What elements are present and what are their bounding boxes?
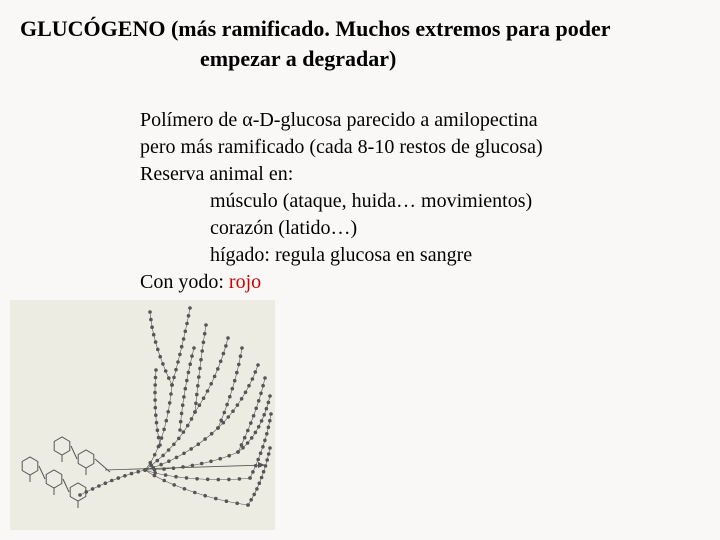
body-line7: Con yodo: rojo [140, 269, 700, 296]
body-l1a: Polímero de [140, 109, 242, 131]
body-line2: pero más ramificado (cada 8-10 restos de… [140, 134, 700, 161]
glycogen-svg [10, 300, 275, 530]
body-line4: músculo (ataque, huida… movimientos) [140, 188, 700, 215]
body-text: Polímero de α-D-glucosa parecido a amilo… [140, 107, 700, 296]
body-line6: hígado: regula glucosa en sangre [140, 242, 700, 269]
body-l7b-red: rojo [229, 271, 261, 293]
alpha-symbol: α [242, 109, 252, 131]
body-l7a: Con yodo: [140, 271, 229, 293]
glycogen-diagram [10, 300, 275, 530]
body-line5: corazón (latido…) [140, 215, 700, 242]
title-line1: GLUCÓGENO (más ramificado. Muchos extrem… [20, 16, 611, 41]
body-l1b: -D-glucosa parecido a amilopectina [253, 109, 538, 131]
slide-title: GLUCÓGENO (más ramificado. Muchos extrem… [20, 14, 700, 73]
title-line2: empezar a degradar) [20, 46, 396, 71]
body-line3: Reserva animal en: [140, 161, 700, 188]
body-line1: Polímero de α-D-glucosa parecido a amilo… [140, 107, 700, 134]
